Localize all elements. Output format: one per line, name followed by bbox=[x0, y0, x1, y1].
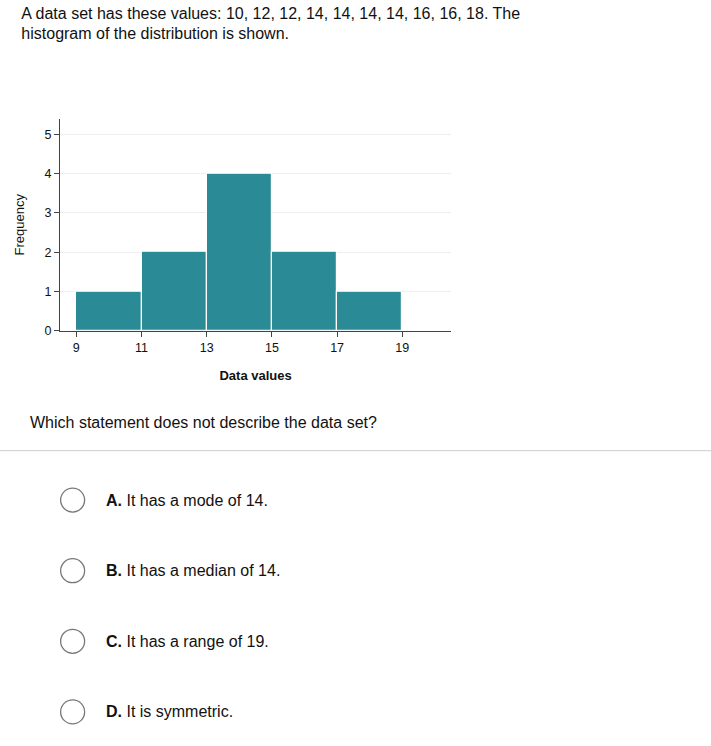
svg-text:Frequency: Frequency bbox=[12, 194, 27, 256]
svg-text:9: 9 bbox=[73, 341, 80, 355]
svg-text:11: 11 bbox=[135, 341, 148, 355]
svg-text:2: 2 bbox=[45, 246, 52, 260]
svg-text:1: 1 bbox=[45, 285, 52, 299]
svg-text:Data values: Data values bbox=[219, 368, 291, 383]
svg-text:3: 3 bbox=[45, 206, 52, 220]
svg-text:A data set has these values: 1: A data set has these values: 10, 12, 12,… bbox=[21, 5, 520, 43]
svg-text:Which statement does not descr: Which statement does not describe the da… bbox=[30, 414, 377, 431]
svg-text:C. It has a range of 19.: C. It has a range of 19. bbox=[106, 633, 269, 650]
svg-text:0: 0 bbox=[45, 324, 52, 338]
svg-text:B. It has a median of 14.: B. It has a median of 14. bbox=[106, 562, 280, 579]
svg-text:19: 19 bbox=[395, 341, 409, 355]
svg-text:5: 5 bbox=[45, 128, 52, 142]
svg-text:D. It is symmetric.: D. It is symmetric. bbox=[106, 703, 233, 720]
svg-text:A. It has a mode of 14.: A. It has a mode of 14. bbox=[106, 492, 268, 509]
svg-text:4: 4 bbox=[45, 167, 52, 181]
svg-text:15: 15 bbox=[265, 341, 279, 355]
svg-text:17: 17 bbox=[330, 341, 344, 355]
svg-text:13: 13 bbox=[200, 341, 214, 355]
